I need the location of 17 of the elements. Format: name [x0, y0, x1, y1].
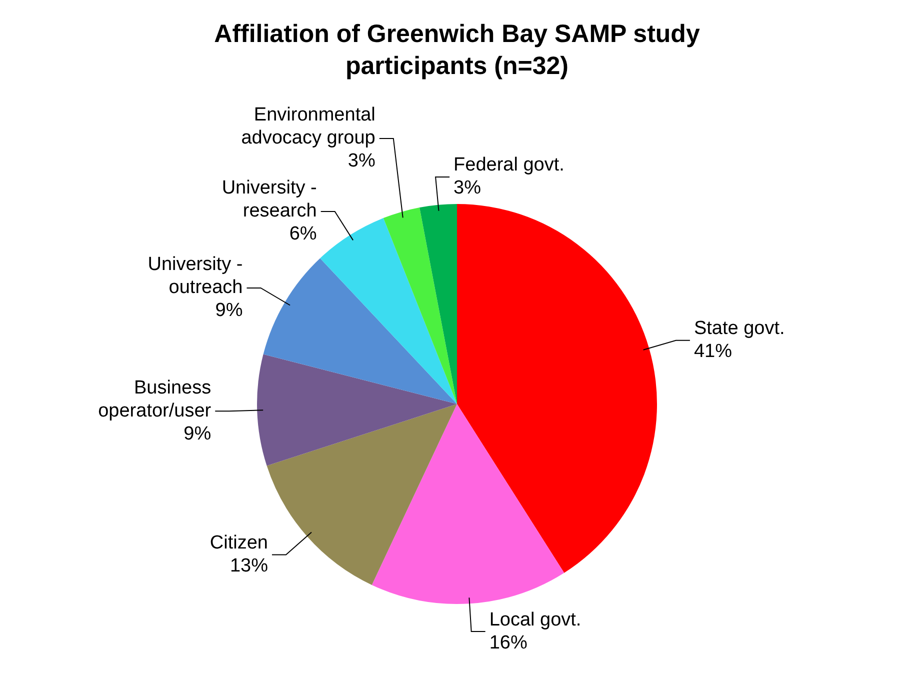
slice-label: Business operator/user	[98, 377, 212, 422]
data-label: 3%	[348, 150, 376, 172]
slice-label: University - outreach	[148, 254, 243, 298]
slice-label: Environmental advocacy group	[241, 104, 376, 149]
data-label: 13%	[230, 556, 268, 577]
data-label: 16%	[489, 632, 528, 654]
slice-label: University - research	[222, 178, 317, 222]
data-label: 6%	[289, 224, 317, 245]
data-label: 3%	[454, 178, 482, 199]
chart-title: Affiliation of Greenwich Bay SAMP study participants (n=32)	[213, 19, 701, 82]
slice-label: Citizen	[210, 532, 268, 554]
data-label: 41%	[694, 341, 732, 362]
slice-label: Federal govt.	[454, 154, 564, 176]
data-label: 9%	[215, 300, 243, 322]
slice-label: Local govt.	[489, 609, 582, 630]
data-label: 9%	[184, 423, 212, 444]
slice-label: State govt.	[694, 318, 785, 340]
